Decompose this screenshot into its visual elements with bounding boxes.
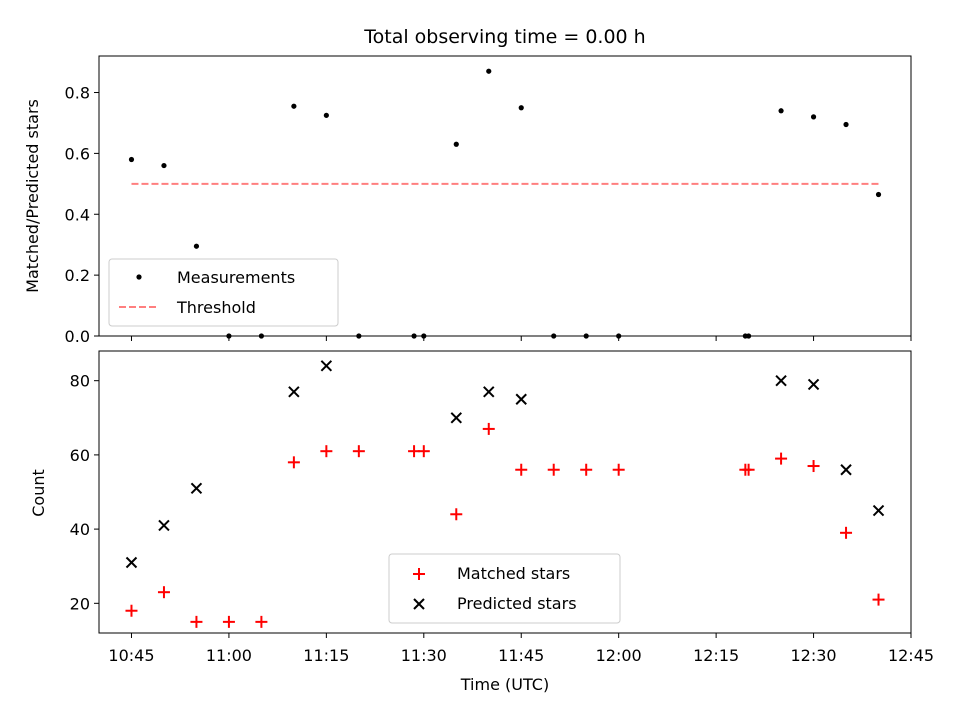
predicted-star-marker [190, 482, 203, 494]
measurement-point [875, 191, 882, 198]
measurement-point [323, 112, 329, 118]
matched-star-marker [320, 445, 333, 458]
bottom-y-tick-label: 40 [70, 520, 90, 539]
top-y-tick-label: 0.0 [65, 327, 90, 346]
top-y-tick-label: 0.2 [65, 266, 90, 285]
bottom-x-tick-label: 11:30 [401, 646, 447, 665]
measurement-point [778, 108, 784, 114]
matched-star-marker [807, 460, 820, 473]
matched-star-marker [125, 604, 138, 617]
measurement-point [161, 162, 167, 169]
legend-predicted-label: Predicted stars [457, 594, 577, 613]
bottom-x-tick-label: 12:30 [791, 646, 837, 665]
matched-star-marker [840, 526, 853, 539]
bottom-x-tick-label: 11:45 [498, 646, 544, 665]
matched-star-marker [157, 586, 170, 599]
predicted-star-marker [288, 386, 300, 398]
matched-star-marker [287, 456, 300, 469]
measurement-point [810, 114, 817, 120]
top-axes-frame [98, 55, 912, 337]
bottom-y-axis-label: Count [29, 469, 48, 517]
legend-predicted-marker [413, 598, 425, 610]
top-y-tick-label: 0.4 [65, 205, 90, 224]
legend-measurements-label: Measurements [177, 268, 295, 287]
matched-star-marker [612, 463, 625, 476]
top-legend-box [108, 258, 339, 327]
bottom-x-tick-label: 12:15 [693, 646, 739, 665]
bottom-legend: Matched stars Predicted stars [388, 553, 621, 624]
matched-star-marker [255, 615, 268, 628]
bottom-plot-area: 20 40 60 80 10:45 11:00 11:15 11:30 11:45 12:00 12… [70, 360, 934, 665]
predicted-star-marker [125, 556, 138, 569]
measurement-point [518, 105, 524, 111]
top-legend: Measurements Threshold [108, 258, 339, 327]
matched-star-marker [547, 463, 560, 476]
legend-matched-label: Matched stars [457, 564, 570, 583]
matched-star-marker [417, 445, 430, 458]
predicted-star-marker [515, 393, 527, 405]
bottom-x-axis-label: Time (UTC) [460, 675, 549, 694]
top-chart-title: Total observing time = 0.00 h [363, 26, 645, 48]
predicted-star-marker [320, 360, 333, 372]
bottom-x-tick-label: 12:45 [888, 646, 934, 665]
bottom-y-tick-label: 80 [70, 372, 90, 391]
bottom-y-tick-label: 20 [70, 594, 90, 613]
measurement-point [453, 141, 459, 147]
top-plot-area: 0.0 0.2 0.4 0.6 0.8 [65, 68, 912, 346]
predicted-star-marker [450, 412, 462, 424]
matched-star-marker [352, 445, 365, 458]
predicted-star-marker [483, 386, 495, 398]
top-y-axis-label: Matched/Predicted stars [23, 99, 42, 293]
matched-star-marker [190, 615, 203, 628]
matched-star-marker [222, 615, 235, 628]
predicted-star-marker [840, 464, 852, 476]
predicted-star-marker [872, 504, 885, 517]
legend-threshold-label: Threshold [176, 298, 256, 317]
bottom-x-tick-label: 10:45 [108, 646, 154, 665]
measurement-point [486, 68, 492, 74]
measurement-point [843, 121, 849, 128]
bottom-x-tick-label: 12:00 [596, 646, 642, 665]
matched-star-marker [450, 508, 463, 521]
measurement-point [193, 243, 200, 249]
matched-star-marker [482, 422, 495, 435]
bottom-axes-frame [98, 350, 912, 634]
legend-measurements-marker [136, 274, 142, 280]
matched-star-marker [515, 463, 528, 476]
predicted-star-marker [807, 378, 820, 391]
top-y-tick-label: 0.6 [65, 144, 90, 163]
bottom-legend-box [388, 553, 621, 624]
measurement-point [128, 156, 135, 163]
bottom-x-tick-label: 11:00 [206, 646, 252, 665]
bottom-y-tick-label: 60 [70, 446, 90, 465]
matched-star-marker [872, 593, 885, 606]
predicted-star-marker [158, 519, 170, 532]
measurement-point [291, 103, 297, 109]
matched-star-marker [580, 463, 593, 476]
matched-star-marker [775, 452, 788, 465]
top-y-tick-label: 0.8 [65, 84, 90, 103]
bottom-x-tick-label: 11:15 [303, 646, 349, 665]
legend-matched-marker [413, 568, 425, 580]
predicted-star-marker [775, 374, 787, 387]
matched-star-marker [742, 463, 755, 476]
